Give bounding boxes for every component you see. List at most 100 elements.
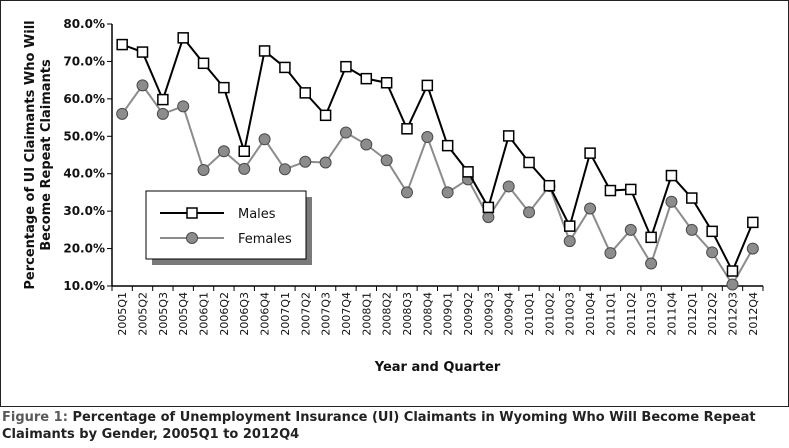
males-point (136, 46, 149, 58)
females-point (380, 154, 393, 167)
series-males (116, 32, 759, 277)
x-tick-label: 2006Q3 (238, 292, 251, 336)
legend-label-females: Females (238, 232, 292, 247)
y-axis-title-line1: Percentage of UI Claimants Who Will (23, 20, 38, 289)
males-point (747, 216, 759, 229)
x-tick-label: 2009Q1 (442, 292, 455, 336)
legend: Males Females (145, 190, 312, 265)
y-tick-label: 60.0% (63, 92, 105, 106)
females-point (604, 247, 617, 260)
males-point (726, 265, 739, 277)
caption-text: Percentage of Unemployment Insurance (UI… (2, 410, 756, 442)
x-tick-label: 2010Q3 (564, 292, 577, 336)
x-tick-label: 2008Q1 (360, 292, 373, 336)
females-point (116, 107, 129, 120)
line-chart: 10.0% 20.0% 30.0% 40.0% 50.0% 60.0% 70.0% 80.0%… (23, 17, 764, 375)
males-point (157, 93, 169, 106)
x-tick-label: 2012Q4 (747, 292, 760, 336)
y-axis-title-line2: Become Repeat Claimants (39, 59, 54, 251)
x-tick-label: 2008Q2 (381, 292, 394, 336)
males-point (604, 184, 617, 197)
females-point (421, 131, 434, 144)
females-point (217, 145, 230, 158)
males-point (401, 123, 413, 135)
x-tick-label: 2012Q1 (686, 292, 699, 336)
males-point (584, 147, 596, 159)
females-point (197, 163, 210, 176)
x-tick-label: 2007Q4 (340, 292, 353, 336)
x-axis-title: Year and Quarter (374, 360, 501, 375)
y-tick-label: 40.0% (63, 167, 105, 181)
x-tick-label: 2012Q2 (706, 292, 719, 336)
males-point (502, 130, 515, 142)
males-point (116, 38, 128, 51)
y-tick-label: 70.0% (63, 54, 105, 68)
females-point (136, 79, 149, 92)
males-point (197, 57, 210, 70)
males-point (706, 225, 718, 238)
x-tick-label: 2012Q3 (726, 292, 739, 336)
x-tick-label: 2008Q3 (401, 292, 414, 336)
males-point (523, 156, 535, 169)
females-point (441, 186, 454, 199)
males-point (421, 79, 434, 92)
x-tick-label: 2005Q4 (177, 292, 190, 336)
females-point (299, 155, 312, 168)
males-point (218, 81, 230, 94)
legend-marker-females (186, 232, 198, 244)
y-tick-label: 10.0% (63, 279, 105, 293)
males-point (645, 231, 657, 244)
females-point (238, 162, 251, 175)
y-axis-ticks: 10.0% 20.0% 30.0% 40.0% 50.0% 60.0% 70.0% 80.0% (63, 17, 112, 293)
females-point (400, 186, 413, 199)
females-point (523, 206, 536, 219)
females-point (685, 223, 698, 236)
males-point (299, 87, 312, 99)
males-point (340, 60, 352, 73)
legend-box (145, 190, 307, 260)
males-point (279, 61, 291, 74)
males-point (441, 139, 454, 152)
females-point (665, 195, 678, 208)
x-tick-label: 2007Q2 (299, 292, 312, 336)
x-tick-label: 2005Q1 (116, 292, 129, 336)
females-point (360, 138, 373, 151)
x-tick-label: 2009Q3 (482, 292, 495, 336)
x-tick-label: 2007Q1 (279, 292, 292, 336)
females-point (156, 107, 169, 120)
males-point (238, 145, 250, 158)
x-tick-label: 2006Q4 (259, 292, 272, 336)
legend-label-males: Males (238, 207, 276, 222)
x-tick-label: 2005Q3 (157, 292, 170, 336)
x-tick-label: 2007Q3 (320, 292, 333, 336)
x-tick-label: 2010Q2 (543, 292, 556, 336)
y-tick-label: 30.0% (63, 204, 105, 218)
x-tick-label: 2011Q4 (665, 292, 678, 336)
x-tick-label: 2006Q2 (218, 292, 231, 336)
x-tick-label: 2006Q1 (198, 292, 211, 336)
females-point (278, 163, 291, 176)
females-point (177, 100, 190, 113)
series-line-males (121, 35, 754, 274)
males-point (462, 166, 474, 178)
males-point (177, 32, 189, 44)
series-females (116, 79, 759, 291)
legend-marker-males (186, 207, 198, 219)
females-point (502, 180, 515, 193)
y-tick-label: 80.0% (63, 17, 105, 31)
y-tick-label: 20.0% (63, 242, 105, 256)
females-point (726, 278, 739, 291)
males-point (665, 169, 678, 182)
males-point (360, 72, 373, 85)
x-tick-label: 2011Q3 (645, 292, 658, 336)
males-point (380, 77, 393, 89)
x-tick-label: 2009Q4 (503, 292, 516, 336)
x-tick-label: 2008Q4 (421, 292, 434, 336)
males-point (258, 45, 271, 57)
females-point (339, 126, 352, 139)
x-tick-label: 2009Q2 (462, 292, 475, 336)
females-point (746, 242, 759, 255)
x-tick-label: 2011Q2 (625, 292, 638, 336)
x-tick-label: 2010Q4 (584, 292, 597, 336)
males-point (625, 183, 637, 196)
